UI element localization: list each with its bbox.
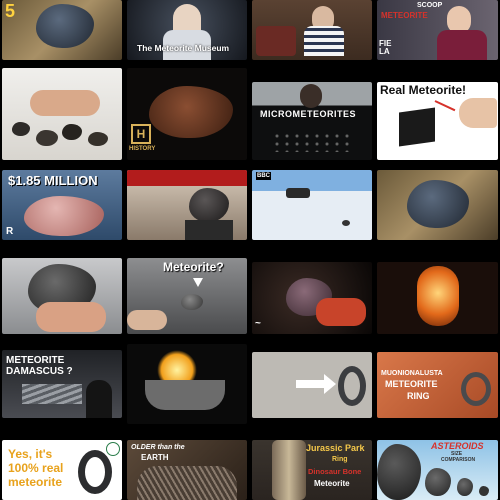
- gloved-hand: [316, 298, 366, 326]
- person-shirt: [437, 30, 487, 60]
- thumbnail-r5c1[interactable]: METEORITE DAMASCUS ?: [2, 350, 122, 418]
- thumbnail-r2c2[interactable]: H HISTORY: [127, 68, 247, 160]
- thumbnail-caption-tertiary: COMPARISON: [441, 458, 475, 463]
- sofa: [256, 26, 296, 56]
- micro-particles: [272, 132, 352, 152]
- thumbnail-caption-secondary: SCOOP: [417, 2, 442, 9]
- arrow-right-icon: [296, 380, 326, 388]
- ring: [272, 440, 306, 500]
- thumbnail-caption: MICROMETEORITES: [260, 110, 356, 119]
- thumbnail-caption-tertiary: RING: [407, 392, 430, 401]
- widmanstatten-pattern: [137, 466, 237, 500]
- asteroid-icon: [457, 478, 473, 496]
- meteorite-rock-icon: [181, 294, 203, 310]
- thumbnail-r3c1[interactable]: $1.85 MILLION R: [2, 170, 122, 240]
- thumbnail-caption: The Meteorite Museum: [137, 44, 229, 53]
- channel-logo: R: [6, 226, 13, 237]
- thumbnail-r5c3[interactable]: [252, 352, 372, 418]
- arrow-icon: [435, 100, 456, 111]
- person-figure: [300, 84, 322, 108]
- thumbnail-caption-secondary: METEORITE: [385, 380, 438, 389]
- thumbnail-caption: HISTORY: [129, 146, 155, 152]
- thumbnail-caption-tertiary: meteorite: [8, 476, 62, 489]
- meteorite-rock-icon: [407, 180, 469, 228]
- thumbnail-caption: Yes, it's: [8, 448, 52, 461]
- person-shirt: [304, 26, 344, 56]
- channel-logo: ~: [255, 318, 261, 329]
- thumbnail-r1c1[interactable]: 5: [2, 0, 122, 60]
- meteorite-rock-icon: [24, 196, 104, 236]
- channel-logo: [106, 442, 120, 456]
- history-logo: H: [131, 124, 151, 144]
- thumbnail-caption: METEORITE DAMASCUS ?: [6, 356, 76, 377]
- thumbnail-caption-secondary: Ring: [332, 456, 348, 463]
- ring: [78, 450, 112, 494]
- meteorite-rock-icon: [36, 130, 58, 146]
- snowmobile: [286, 188, 310, 198]
- thumbnail-r3c2[interactable]: [127, 170, 247, 240]
- glowing-meteorite: [417, 266, 459, 326]
- thumbnail-caption-secondary: 100% real: [8, 462, 63, 475]
- black-box: [399, 107, 435, 146]
- thumbnail-caption-tertiary: Dinosaur Bone: [308, 468, 361, 476]
- ring: [461, 372, 491, 406]
- thumbnail-r2c4[interactable]: Real Meteorite!: [377, 82, 498, 160]
- thumbnail-caption: Jurassic Park: [306, 444, 365, 453]
- thumbnail-r4c3[interactable]: ~: [252, 262, 372, 334]
- asteroid-icon: [377, 444, 421, 500]
- thumbnail-caption: MUONIONALUSTA: [381, 370, 443, 377]
- thumbnail-caption-secondary: EARTH: [141, 454, 169, 462]
- thumbnail-caption: 5: [5, 2, 15, 21]
- meteorite-rock-icon: [189, 188, 229, 222]
- thumbnail-r6c2[interactable]: OLDER than the EARTH: [127, 440, 247, 500]
- thumbnail-caption: METEORITE: [381, 12, 428, 20]
- thumbnail-r5c4[interactable]: MUONIONALUSTA METEORITE RING: [377, 352, 498, 418]
- meteorite-rock-icon: [149, 86, 233, 138]
- meteorite-rock-icon: [88, 132, 108, 146]
- thumbnail-r3c4[interactable]: [377, 170, 498, 240]
- thumbnail-r4c1[interactable]: [2, 258, 122, 334]
- thumbnail-r6c1[interactable]: Yes, it's 100% real meteorite: [2, 440, 122, 500]
- thumbnail-r1c2[interactable]: The Meteorite Museum: [127, 0, 247, 60]
- channel-logo: BBC: [256, 172, 271, 180]
- hands: [30, 90, 100, 116]
- ring: [338, 366, 366, 406]
- meteorite-rock-icon: [36, 4, 94, 48]
- hand: [459, 98, 497, 128]
- thumbnail-r6c3[interactable]: Jurassic Park Ring Dinosaur Bone Meteori…: [252, 440, 372, 500]
- thumbnail-r2c3[interactable]: MICROMETEORITES: [252, 82, 372, 160]
- thumbnail-r1c4[interactable]: METEORITE SCOOP FIE LA: [377, 0, 498, 60]
- thumbnail-r5c2[interactable]: [127, 344, 247, 424]
- thumb-hand: [36, 302, 106, 332]
- crucible: [145, 380, 225, 410]
- thumbnail-caption-quaternary: Meteorite: [314, 480, 350, 488]
- thumbnail-r1c3[interactable]: [252, 0, 372, 60]
- thumbnail-caption: Meteorite?: [163, 261, 224, 274]
- museum-wall: [127, 170, 247, 186]
- thumbnail-r3c3[interactable]: BBC: [252, 170, 372, 240]
- thumbnail-caption: $1.85 MILLION: [8, 174, 98, 188]
- thumbnail-caption: Real Meteorite!: [380, 84, 466, 97]
- thumbnail-caption-tertiary: FIE LA: [379, 40, 391, 57]
- meteorite-rock-icon: [12, 122, 30, 136]
- thumbnail-caption: OLDER than the: [131, 444, 185, 451]
- thumbnail-r4c4[interactable]: [377, 262, 498, 334]
- thumbnail-r4c2[interactable]: Meteorite?: [127, 258, 247, 334]
- asteroid-icon: [425, 468, 451, 496]
- thumbnail-r6c4[interactable]: ASTEROIDS SIZE COMPARISON: [377, 440, 498, 500]
- arrow-down-icon: [193, 278, 203, 287]
- ice-dot: [342, 220, 350, 226]
- knife-blades: [22, 384, 82, 404]
- arrow-right-head: [324, 374, 336, 394]
- person-figure: [86, 380, 112, 418]
- asteroid-icon: [479, 486, 489, 496]
- meteorite-rock-icon: [62, 124, 82, 140]
- thumbnail-r2c1[interactable]: [2, 68, 122, 160]
- display-stand: [185, 220, 233, 240]
- hand: [127, 310, 167, 330]
